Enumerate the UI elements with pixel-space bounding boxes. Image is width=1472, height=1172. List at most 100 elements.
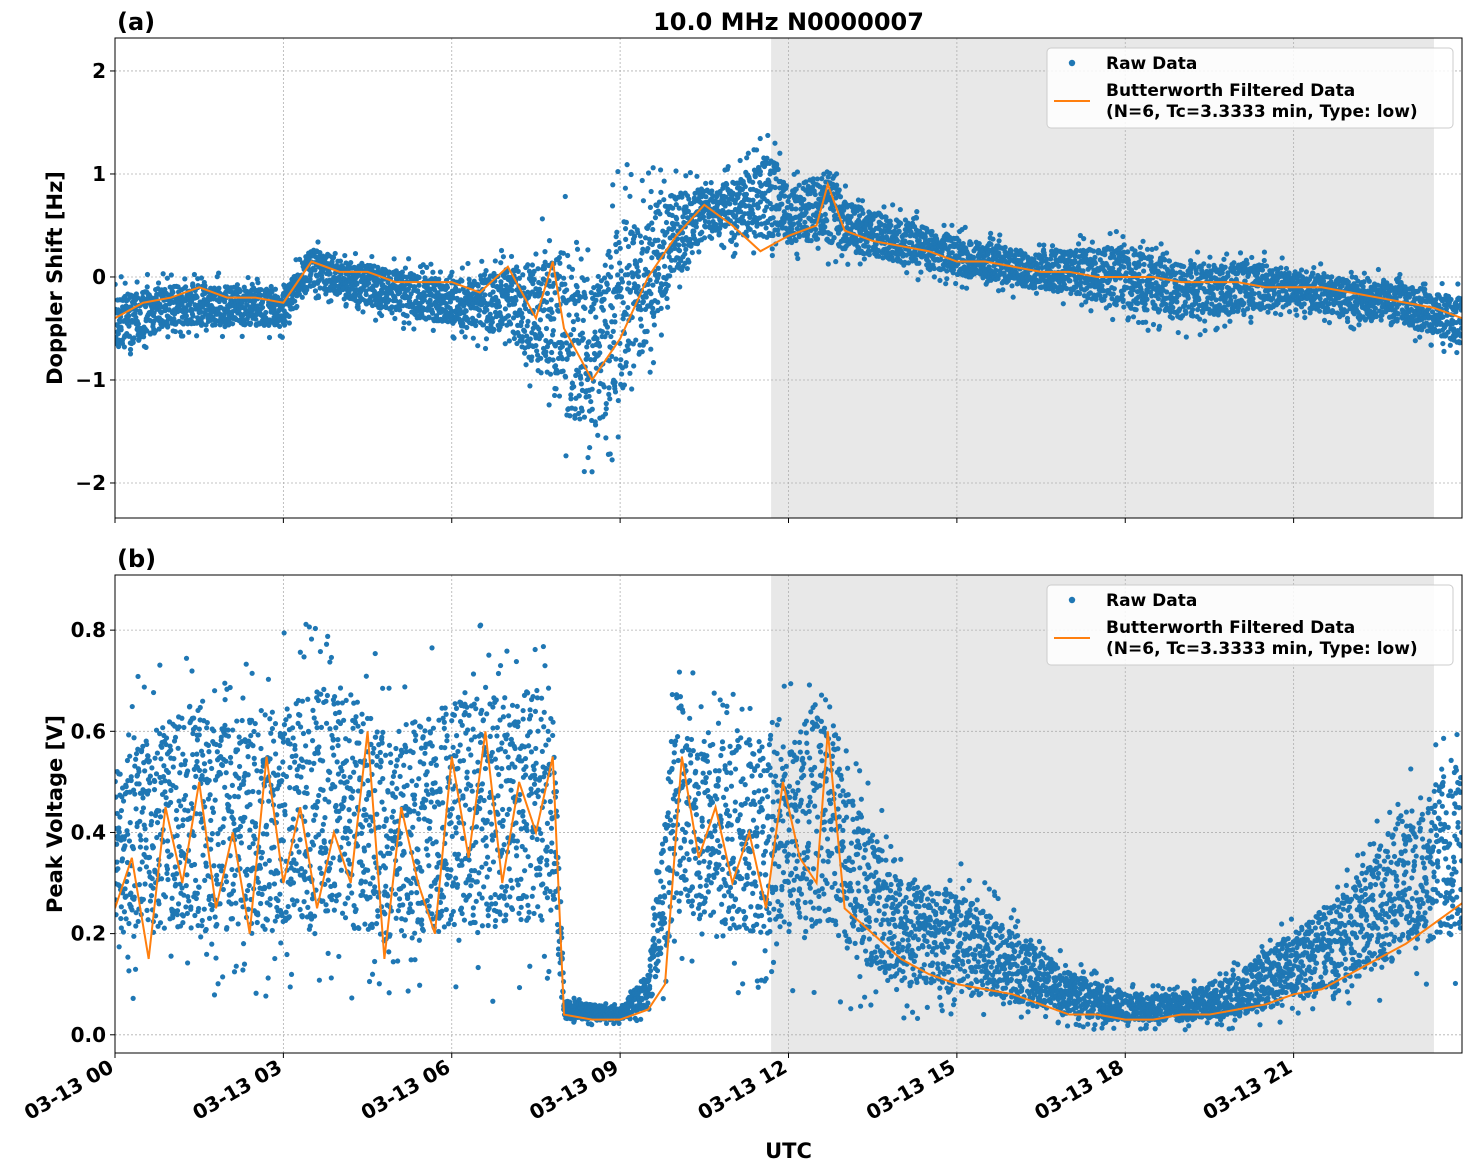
raw-data-point (447, 299, 454, 305)
raw-data-point (266, 334, 273, 341)
raw-data-point (813, 226, 819, 233)
raw-data-point (216, 285, 222, 291)
raw-data-point (282, 318, 288, 325)
raw-data-point (689, 249, 695, 256)
raw-data-point (772, 140, 778, 146)
raw-data-point (996, 238, 1002, 244)
raw-data-point (633, 337, 639, 343)
raw-data-point (500, 254, 506, 260)
raw-data-point (650, 360, 657, 366)
raw-data-point (1113, 228, 1119, 235)
raw-data-point (737, 157, 743, 164)
raw-data-point (665, 282, 671, 289)
raw-data-point (521, 285, 527, 291)
raw-data-point (183, 284, 189, 290)
raw-data-point (560, 250, 566, 256)
raw-data-point (770, 215, 776, 221)
raw-data-point (459, 265, 465, 271)
raw-data-point (352, 250, 359, 257)
raw-data-point (130, 339, 136, 346)
raw-data-point (392, 315, 398, 322)
raw-data-point (144, 271, 151, 278)
raw-data-point (327, 270, 333, 277)
raw-data-point (519, 338, 525, 344)
raw-data-point (573, 372, 579, 379)
raw-data-point (550, 328, 556, 334)
raw-data-point (656, 199, 662, 205)
raw-data-point (1049, 243, 1056, 249)
raw-data-point (126, 313, 132, 319)
raw-data-point (573, 239, 580, 245)
raw-data-point (894, 238, 900, 244)
raw-data-point (294, 303, 300, 310)
raw-data-point (550, 357, 556, 363)
raw-data-point (341, 296, 347, 302)
raw-data-point (530, 281, 536, 287)
raw-data-point (356, 272, 362, 279)
raw-data-point (1221, 256, 1227, 262)
raw-data-point (527, 336, 533, 342)
raw-data-point (426, 315, 432, 321)
raw-data-point (570, 319, 576, 325)
raw-data-point (522, 350, 528, 356)
raw-data-point (200, 314, 206, 320)
raw-data-point (564, 287, 570, 293)
raw-data-point (456, 288, 462, 294)
raw-data-point (601, 275, 608, 281)
raw-data-point (277, 323, 283, 330)
raw-data-point (168, 272, 174, 278)
raw-data-point (562, 374, 569, 380)
raw-data-point (1142, 301, 1148, 307)
raw-data-point (647, 369, 653, 375)
raw-data-point (1125, 315, 1132, 321)
raw-data-point (743, 191, 750, 197)
raw-data-point (593, 365, 599, 371)
raw-data-point (533, 251, 539, 257)
raw-data-point (585, 247, 591, 253)
raw-data-point (1163, 250, 1170, 256)
raw-data-point (822, 224, 828, 230)
raw-data-point (144, 284, 150, 290)
raw-data-point (708, 180, 714, 186)
raw-data-point (528, 357, 534, 363)
raw-data-point (160, 271, 166, 277)
raw-data-point (536, 286, 543, 292)
raw-data-point (881, 204, 887, 210)
raw-data-point (498, 279, 504, 285)
raw-data-point (620, 300, 626, 306)
raw-data-point (603, 406, 609, 412)
raw-data-point (943, 281, 949, 287)
raw-data-point (548, 297, 554, 303)
raw-data-point (420, 262, 426, 268)
raw-data-point (587, 444, 593, 451)
raw-data-point (575, 369, 582, 375)
raw-data-point (627, 370, 633, 376)
raw-data-point (462, 334, 468, 340)
raw-data-point (133, 307, 139, 313)
raw-data-point (822, 211, 828, 217)
raw-data-point (317, 250, 323, 256)
raw-data-point (345, 271, 351, 277)
raw-data-point (578, 375, 584, 381)
raw-data-point (428, 261, 434, 267)
raw-data-point (125, 317, 131, 323)
raw-data-point (375, 264, 381, 271)
raw-data-point (194, 294, 200, 300)
raw-data-point (677, 284, 683, 290)
raw-data-point (782, 193, 788, 199)
raw-data-point (1041, 242, 1047, 248)
raw-data-point (618, 357, 624, 363)
raw-data-point (180, 333, 186, 339)
raw-data-point (623, 311, 629, 317)
raw-data-point (363, 291, 369, 298)
raw-data-point (544, 290, 551, 296)
raw-data-point (621, 382, 628, 388)
raw-data-point (158, 310, 164, 316)
raw-data-point (578, 294, 584, 300)
raw-data-point (422, 293, 429, 299)
raw-data-point (763, 225, 769, 231)
raw-data-point (602, 262, 608, 268)
raw-data-point (1121, 242, 1127, 248)
raw-data-point (1214, 325, 1220, 331)
raw-data-point (568, 392, 574, 398)
